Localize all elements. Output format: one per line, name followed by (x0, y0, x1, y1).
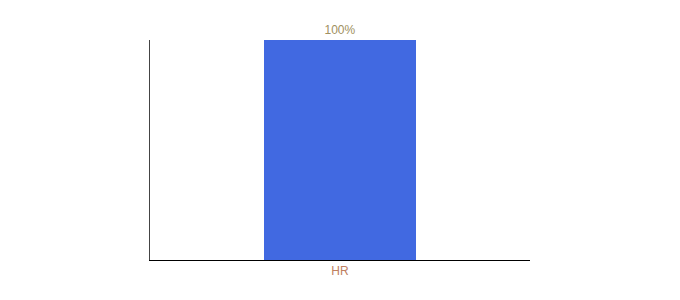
svg-text:HR: HR (331, 264, 349, 278)
svg-text:100%: 100% (324, 23, 355, 37)
